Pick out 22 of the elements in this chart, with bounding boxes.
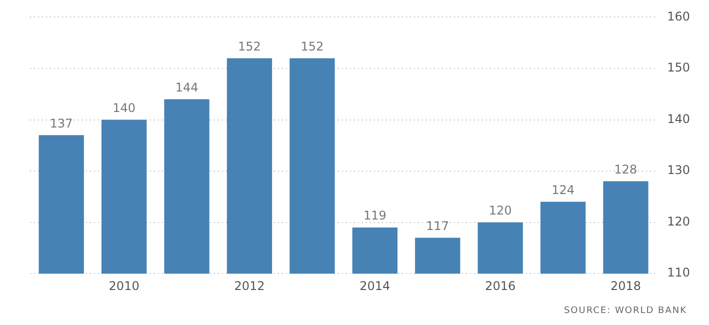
data-label: 137: [50, 116, 73, 130]
data-label: 152: [300, 39, 324, 54]
data-label: 120: [488, 203, 512, 218]
data-label: 117: [426, 218, 450, 233]
y-tick-label: 140: [667, 112, 690, 126]
x-tick-label: 2012: [234, 278, 265, 293]
data-label: 128: [614, 162, 638, 176]
y-tick-label: 120: [667, 214, 690, 228]
source-note: SOURCE: WORLD BANK: [564, 306, 687, 316]
x-tick-label: 2016: [485, 278, 516, 293]
x-tick-label: 2010: [108, 278, 140, 293]
data-label: 144: [175, 80, 198, 94]
data-label: 124: [552, 182, 574, 197]
y-tick-label: 160: [667, 9, 690, 24]
x-tick-label: 2018: [610, 278, 642, 293]
y-tick-label: 150: [667, 60, 690, 75]
y-tick-label: 130: [667, 163, 690, 178]
data-label: 152: [238, 39, 261, 54]
x-tick-label: 2014: [360, 278, 390, 293]
data-label: 119: [363, 208, 386, 223]
y-tick-label: 110: [667, 266, 690, 280]
data-label: 140: [112, 100, 136, 115]
